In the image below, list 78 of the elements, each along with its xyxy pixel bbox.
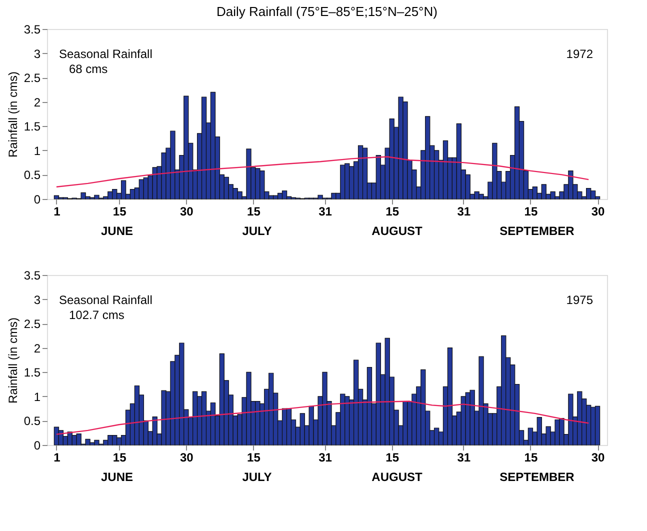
y-tick-label: 3 (34, 46, 41, 61)
text: JUNE (100, 470, 134, 484)
annotation: 1972 (566, 47, 594, 61)
y-tick-label: 0 (34, 438, 41, 452)
x-tick-label: 31 (457, 204, 471, 218)
x-tick-label: 15 (112, 204, 127, 218)
x-tick-label: 1 (54, 450, 61, 464)
x-tick-label: 15 (247, 204, 261, 218)
y-tick-label: 1 (34, 390, 41, 404)
x-tick-label: 15 (524, 204, 538, 218)
y-tick-label: 3.5 (24, 22, 41, 36)
bar (152, 416, 158, 446)
annotation: Seasonal Rainfall (59, 47, 152, 61)
bar (130, 188, 136, 200)
bar (434, 428, 440, 446)
text: JULY (242, 224, 272, 238)
y-tick-label: 2.5 (24, 317, 41, 332)
text: JUNE (100, 224, 134, 238)
annotation: 102.7 cms (69, 308, 124, 322)
bar (210, 92, 216, 200)
bar (590, 190, 596, 200)
y-tick-label: 1.5 (24, 366, 41, 380)
x-tick-label: 30 (180, 450, 194, 464)
y-tick-label: 2.5 (24, 71, 41, 86)
bar (528, 428, 534, 446)
bar (376, 342, 381, 446)
annotation: Seasonal Rainfall (59, 293, 152, 307)
bar (470, 390, 475, 446)
x-tick-label: 30 (591, 450, 606, 464)
bar (362, 148, 368, 200)
y-tick-label: 0 (34, 192, 41, 206)
bar (532, 186, 538, 200)
y-tick-label: 3.5 (24, 268, 41, 282)
x-tick-label: 1 (54, 204, 61, 218)
text: AUGUST (372, 470, 423, 484)
y-tick-label: 1.5 (24, 120, 41, 134)
chart-title: Daily Rainfall (75°E–85°E;15°N–25°N) (216, 4, 438, 19)
text: AUGUST (372, 224, 423, 238)
x-tick-label: 31 (457, 450, 471, 464)
line-series (56, 400, 590, 435)
bar (201, 391, 207, 446)
bar (300, 413, 305, 446)
annotation: 1975 (566, 293, 594, 307)
bar (541, 184, 546, 200)
bar (76, 434, 82, 446)
y-axis-title: Rainfall (in cms) (6, 317, 20, 404)
x-tick-label: 15 (386, 450, 400, 464)
y-tick-label: 2 (34, 95, 41, 110)
bar (120, 180, 126, 200)
x-tick-label: 15 (112, 450, 127, 464)
x-tick-label: 30 (591, 204, 606, 218)
bar (353, 360, 359, 446)
bar (308, 406, 314, 446)
text: SEPTEMBER (500, 224, 575, 238)
x-tick-label: 15 (386, 204, 400, 218)
line-series (56, 156, 590, 188)
y-tick-label: 2 (34, 341, 41, 356)
x-tick-label: 31 (318, 450, 332, 464)
x-tick-label: 15 (524, 450, 538, 464)
bar (546, 426, 551, 446)
y-tick-label: 3 (34, 292, 41, 307)
x-tick-label: 30 (180, 204, 194, 218)
text: JULY (242, 470, 272, 484)
y-tick-label: 1 (34, 144, 41, 158)
y-axis-title: Rainfall (in cms) (6, 71, 20, 158)
y-tick-label: 0.5 (24, 168, 41, 182)
bar (536, 417, 542, 446)
x-tick-label: 15 (247, 450, 261, 464)
x-tick-label: 31 (318, 204, 332, 218)
bar (54, 195, 60, 200)
text: SEPTEMBER (500, 470, 575, 484)
bar (138, 179, 144, 200)
annotation: 68 cms (69, 62, 108, 76)
bar (282, 190, 288, 200)
bar (366, 366, 372, 446)
bar (594, 406, 600, 446)
bar (447, 348, 453, 446)
y-tick-label: 0.5 (24, 414, 41, 428)
